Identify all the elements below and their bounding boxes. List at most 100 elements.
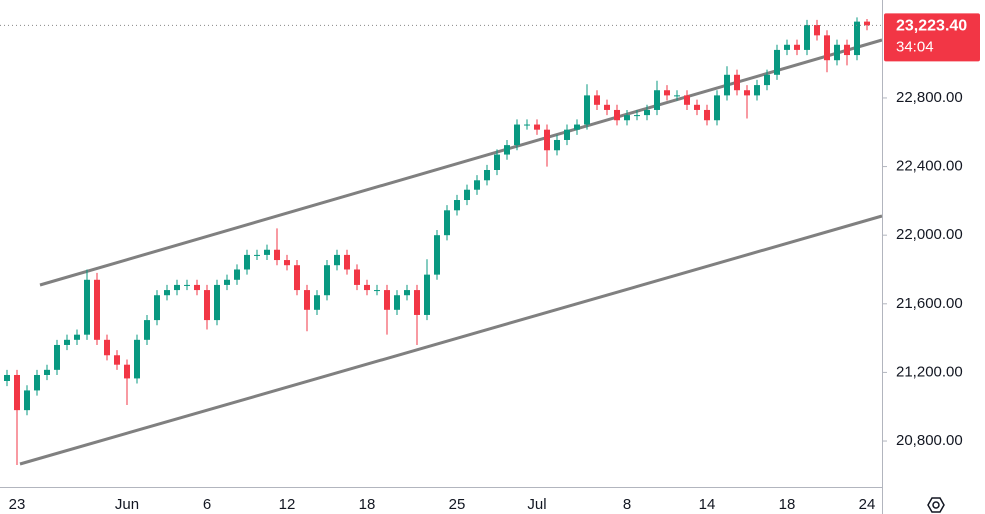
- candle-body: [504, 145, 510, 155]
- candle-body: [134, 339, 140, 379]
- candle-body: [374, 290, 380, 292]
- candle-body: [344, 254, 350, 270]
- countdown: 34:04: [896, 38, 934, 55]
- last-price-box: [884, 13, 980, 62]
- candle-body: [254, 254, 260, 256]
- candle-body: [534, 124, 540, 130]
- candle-body: [774, 49, 780, 75]
- candle-body: [714, 95, 720, 121]
- candle-body: [324, 265, 330, 296]
- candle-body: [684, 95, 690, 105]
- candle-body: [4, 374, 10, 381]
- candle-body: [334, 254, 340, 266]
- settings-dot: [932, 501, 940, 509]
- candle-body: [364, 284, 370, 291]
- candle-body: [74, 334, 80, 340]
- candle-body: [454, 200, 460, 211]
- candle-body: [554, 139, 560, 151]
- candle-body: [494, 154, 500, 170]
- candle-body: [424, 274, 430, 315]
- candle-body: [394, 295, 400, 310]
- x-tick-label: Jun: [115, 496, 139, 513]
- candle-body: [514, 124, 520, 146]
- candle-body: [234, 269, 240, 280]
- candle-body: [264, 249, 270, 255]
- candle-body: [674, 95, 680, 97]
- candle-body: [654, 90, 660, 110]
- candle-body: [734, 74, 740, 91]
- candle-body: [814, 25, 820, 36]
- x-tick-label: 6: [203, 496, 211, 513]
- channel-upper: [39, 38, 883, 287]
- y-tick-label: 21,600.00: [896, 295, 963, 312]
- candle-body: [154, 295, 160, 321]
- x-tick-label: 8: [623, 496, 631, 513]
- candle-body: [744, 90, 750, 96]
- candle-body: [294, 265, 300, 291]
- candle-body: [194, 284, 200, 291]
- candle-body: [384, 290, 390, 310]
- candle-body: [704, 109, 710, 121]
- candle-body: [644, 109, 650, 116]
- candle-body: [64, 339, 70, 345]
- candle-body: [214, 284, 220, 321]
- candle-body: [664, 90, 670, 96]
- candle-body: [354, 269, 360, 285]
- candle-body: [434, 235, 440, 275]
- candle-body: [584, 95, 590, 125]
- candle-body: [444, 210, 450, 236]
- candle-body: [764, 74, 770, 86]
- candle-body: [604, 104, 610, 110]
- candle-body: [724, 74, 730, 96]
- candle-body: [114, 355, 120, 365]
- candle-body: [854, 21, 860, 56]
- candle-body: [574, 124, 580, 130]
- candle-body: [274, 249, 280, 261]
- candle-body: [824, 35, 830, 61]
- candle-body: [184, 284, 190, 286]
- x-tick-label: 24: [859, 496, 876, 513]
- candle-body: [224, 279, 230, 285]
- candle-body: [174, 284, 180, 291]
- candle-body: [54, 344, 60, 370]
- y-tick-label: 22,000.00: [896, 226, 963, 243]
- y-tick-label: 22,800.00: [896, 89, 963, 106]
- candle-body: [614, 109, 620, 121]
- candle-body: [544, 129, 550, 151]
- candle-body: [244, 254, 250, 270]
- candle-body: [24, 390, 30, 411]
- candle-body: [144, 320, 150, 340]
- x-tick-label: 14: [699, 496, 716, 513]
- x-tick-label: 23: [9, 496, 26, 513]
- x-tick-label: 12: [279, 496, 296, 513]
- candle-body: [314, 295, 320, 310]
- candle-body: [464, 189, 470, 201]
- candle-body: [124, 364, 130, 379]
- candle-body: [484, 169, 490, 181]
- candle-body: [94, 279, 100, 340]
- x-tick-label: 18: [779, 496, 796, 513]
- candle-body: [474, 180, 480, 190]
- candle-body: [524, 124, 530, 126]
- candle-body: [794, 44, 800, 50]
- candle-body: [44, 369, 50, 375]
- candle-body: [14, 374, 20, 411]
- y-tick-label: 20,800.00: [896, 432, 963, 449]
- candle-body: [84, 279, 90, 335]
- x-tick-label: 25: [449, 496, 466, 513]
- candle-body: [834, 44, 840, 61]
- x-tick-label: 18: [359, 496, 376, 513]
- last-price-label: 23,223.40: [896, 18, 967, 35]
- candle-body: [164, 290, 170, 296]
- candle-body: [754, 85, 760, 96]
- channel-lower: [19, 214, 883, 466]
- settings-icon[interactable]: [927, 497, 945, 513]
- candle-body: [694, 104, 700, 110]
- y-tick-label: 21,200.00: [896, 363, 963, 380]
- x-tick-label: Jul: [527, 496, 546, 513]
- candle-body: [784, 44, 790, 50]
- candle-body: [624, 115, 630, 121]
- candle-body: [594, 95, 600, 105]
- candle-body: [844, 44, 850, 56]
